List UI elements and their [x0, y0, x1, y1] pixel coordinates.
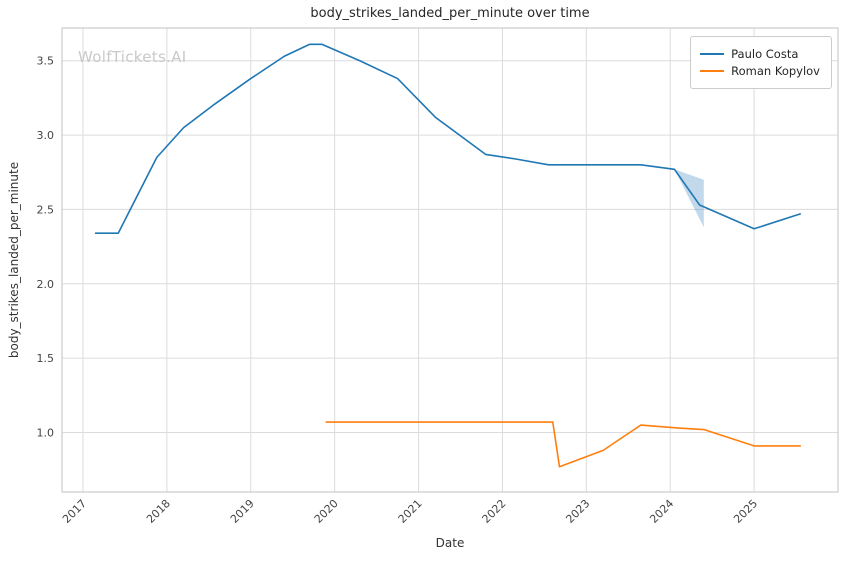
series-line-paulo-costa [94, 43, 802, 235]
y-tick-label-3.5: 3.5 [37, 55, 55, 68]
x-tick-label-2025: 2025 [731, 497, 760, 526]
legend-label: Paulo Costa [731, 47, 799, 61]
plot-border [61, 27, 839, 493]
chart-title: body_strikes_landed_per_minute over time [310, 6, 590, 21]
uncertainty-band [674, 169, 704, 228]
x-tick-label-2019: 2019 [228, 497, 257, 526]
x-tick-label-2024: 2024 [647, 497, 676, 526]
watermark-text: WolfTickets.AI [78, 48, 187, 66]
legend-line-swatch [700, 70, 725, 72]
legend-line-swatch [700, 53, 725, 55]
x-tick-label-2021: 2021 [396, 497, 425, 526]
y-tick-label-1: 1.0 [37, 427, 55, 440]
legend-item-roman-kopylov: Roman Kopylov [700, 64, 820, 78]
y-axis-label: body_strikes_landed_per_minute [7, 161, 21, 359]
x-tick-label-2017: 2017 [60, 497, 89, 526]
legend-item-paulo-costa: Paulo Costa [700, 47, 820, 61]
x-tick-label-2020: 2020 [312, 497, 341, 526]
x-tick-label-2022: 2022 [480, 497, 509, 526]
x-axis-label: Date [435, 536, 465, 550]
legend-label: Roman Kopylov [731, 64, 820, 78]
x-tick-label-2018: 2018 [144, 497, 173, 526]
y-tick-label-2: 2.0 [37, 278, 55, 291]
y-tick-label-2.5: 2.5 [37, 203, 55, 216]
y-tick-label-1.5: 1.5 [37, 352, 55, 365]
y-tick-label-3: 3.0 [37, 129, 55, 142]
legend: Paulo Costa Roman Kopylov [690, 36, 832, 89]
x-tick-label-2023: 2023 [563, 497, 592, 526]
series-line-roman-kopylov [325, 421, 802, 468]
